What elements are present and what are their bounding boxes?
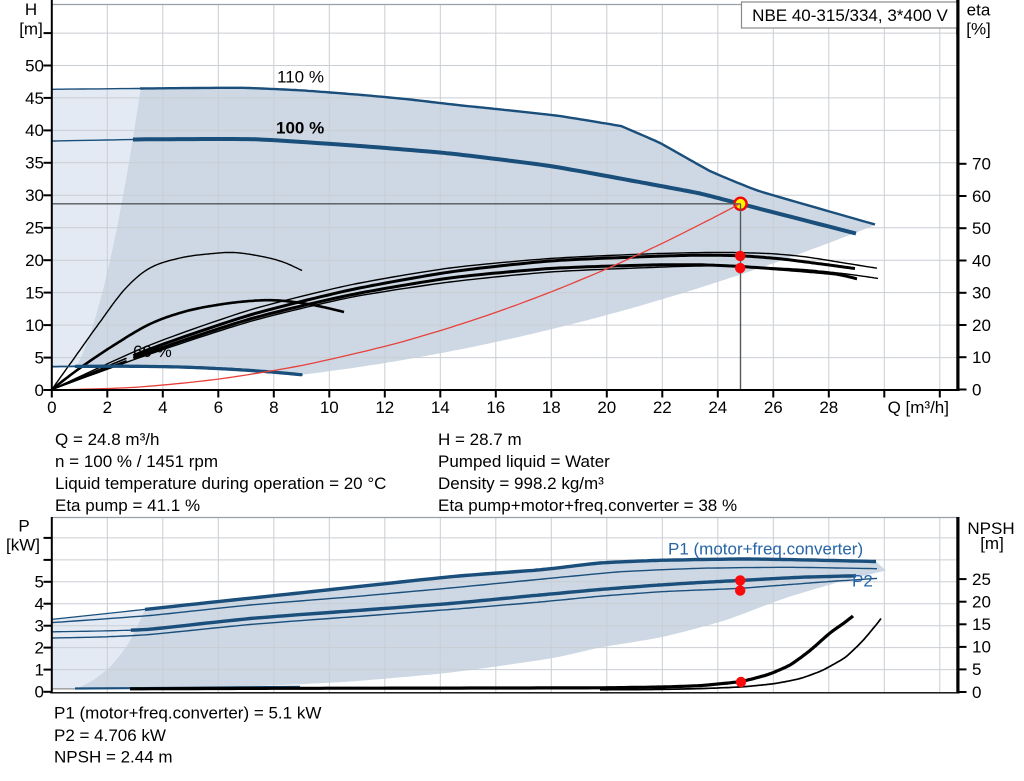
svg-text:NPSH = 2.44 m: NPSH = 2.44 m <box>54 748 173 767</box>
svg-text:Q = 24.8 m³/h: Q = 24.8 m³/h <box>55 430 159 449</box>
svg-text:0: 0 <box>35 381 44 400</box>
svg-text:0: 0 <box>972 683 981 702</box>
svg-text:5: 5 <box>35 348 44 367</box>
svg-text:6: 6 <box>214 398 223 417</box>
svg-text:Eta pump = 41.1 %: Eta pump = 41.1 % <box>55 496 200 515</box>
svg-text:10: 10 <box>972 348 991 367</box>
svg-text:25: 25 <box>25 219 44 238</box>
svg-text:[m]: [m] <box>980 534 1004 553</box>
svg-text:35: 35 <box>25 154 44 173</box>
svg-text:20: 20 <box>25 251 44 270</box>
svg-text:30: 30 <box>972 284 991 303</box>
svg-text:70: 70 <box>972 155 991 174</box>
svg-text:50: 50 <box>25 56 44 75</box>
svg-text:12: 12 <box>375 398 394 417</box>
svg-text:4: 4 <box>158 398 167 417</box>
svg-text:P1 (motor+freq.converter): P1 (motor+freq.converter) <box>668 540 863 559</box>
svg-text:10: 10 <box>972 638 991 657</box>
svg-text:110 %: 110 % <box>277 68 324 87</box>
svg-text:25: 25 <box>972 570 991 589</box>
svg-text:2: 2 <box>35 638 44 657</box>
svg-text:Q [m³/h]: Q [m³/h] <box>888 398 949 417</box>
svg-text:50: 50 <box>972 219 991 238</box>
svg-text:1: 1 <box>35 660 44 679</box>
svg-text:20: 20 <box>972 316 991 335</box>
svg-text:NPSH: NPSH <box>967 519 1014 538</box>
svg-text:5: 5 <box>35 573 44 592</box>
svg-text:H: H <box>25 0 37 19</box>
svg-text:40: 40 <box>25 121 44 140</box>
svg-text:40: 40 <box>972 251 991 270</box>
svg-text:NBE 40-315/334, 3*400 V: NBE 40-315/334, 3*400 V <box>752 6 948 25</box>
svg-text:60: 60 <box>972 187 991 206</box>
svg-text:22: 22 <box>653 398 672 417</box>
svg-text:4: 4 <box>35 595 44 614</box>
svg-text:15: 15 <box>972 615 991 634</box>
svg-text:[m]: [m] <box>19 20 43 39</box>
svg-text:30: 30 <box>25 186 44 205</box>
svg-text:[kW]: [kW] <box>6 536 40 555</box>
svg-text:0: 0 <box>972 380 981 399</box>
svg-text:15: 15 <box>25 283 44 302</box>
svg-text:n = 100 % / 1451 rpm: n = 100 % / 1451 rpm <box>55 452 218 471</box>
svg-text:Pumped liquid = Water: Pumped liquid = Water <box>438 452 610 471</box>
svg-text:10: 10 <box>320 398 339 417</box>
svg-text:P2: P2 <box>852 572 873 591</box>
svg-text:14: 14 <box>431 398 450 417</box>
svg-text:20: 20 <box>972 593 991 612</box>
svg-text:45: 45 <box>25 89 44 108</box>
svg-text:P2 = 4.706 kW: P2 = 4.706 kW <box>54 726 166 745</box>
svg-text:[%]: [%] <box>966 20 991 39</box>
svg-text:10: 10 <box>25 316 44 335</box>
svg-text:3: 3 <box>35 616 44 635</box>
svg-text:P1 (motor+freq.converter) = 5.: P1 (motor+freq.converter) = 5.1 kW <box>54 704 321 723</box>
svg-text:20: 20 <box>597 398 616 417</box>
svg-text:8: 8 <box>269 398 278 417</box>
svg-text:P: P <box>18 517 29 536</box>
svg-text:24: 24 <box>708 398 727 417</box>
svg-text:5: 5 <box>972 660 981 679</box>
svg-text:16: 16 <box>486 398 505 417</box>
svg-text:Liquid temperature during oper: Liquid temperature during operation = 20… <box>55 474 386 493</box>
svg-text:18: 18 <box>542 398 561 417</box>
svg-text:eta: eta <box>967 1 991 20</box>
svg-text:26: 26 <box>764 398 783 417</box>
svg-text:Density = 998.2 kg/m³: Density = 998.2 kg/m³ <box>438 474 604 493</box>
svg-text:Eta pump+motor+freq.converter: Eta pump+motor+freq.converter = 38 % <box>438 496 737 515</box>
svg-text:0: 0 <box>47 398 56 417</box>
svg-text:100 %: 100 % <box>276 119 324 138</box>
svg-text:0: 0 <box>35 682 44 701</box>
svg-text:2: 2 <box>103 398 112 417</box>
svg-text:H = 28.7 m: H = 28.7 m <box>438 430 522 449</box>
svg-text:28: 28 <box>819 398 838 417</box>
